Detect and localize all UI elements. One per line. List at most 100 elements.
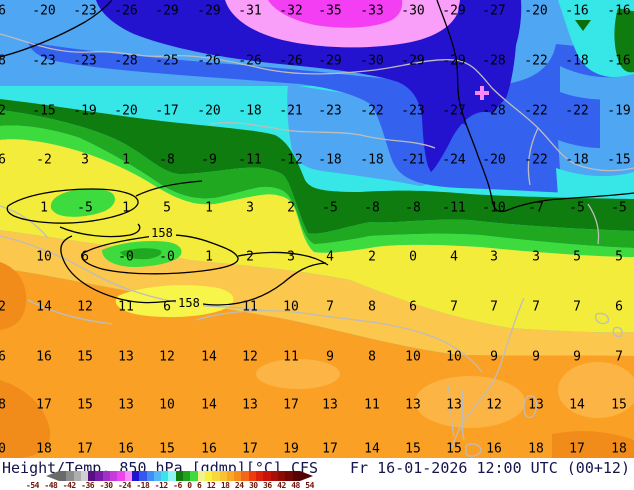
grid-temp-value: 19: [283, 441, 299, 457]
grid-temp-value: 3: [287, 249, 295, 265]
grid-temp-value: 11: [364, 397, 380, 413]
grid-temp-value: -28: [482, 53, 506, 69]
grid-temp-value: 9: [326, 349, 334, 365]
grid-temp-value: 17: [77, 441, 93, 457]
grid-temp-value: 4: [326, 249, 334, 265]
grid-temp-value: 14: [569, 397, 585, 413]
grid-temp-value: 6: [409, 299, 417, 315]
legend-color-cell: [95, 471, 103, 481]
grid-temp-value: -5: [77, 200, 93, 216]
grid-temp-value: -11: [238, 152, 262, 168]
blob-darkorange-bottomright: [552, 431, 634, 458]
grid-temp-value: -23: [32, 53, 56, 69]
legend-color-cell: [59, 471, 67, 481]
grid-temp-value: 16: [118, 441, 134, 457]
grid-temp-value: 14: [201, 349, 217, 365]
grid-temp-value: 2: [0, 299, 6, 315]
grid-temp-value: -22: [524, 53, 548, 69]
grid-temp-value: -8: [159, 152, 175, 168]
color-scale-right-arrow-icon: [299, 471, 313, 481]
grid-temp-value: 13: [322, 397, 338, 413]
grid-temp-value: 12: [242, 349, 258, 365]
legend-tick-label: 0: [187, 481, 192, 490]
grid-temp-value: -20: [524, 3, 548, 19]
grid-temp-value: 18: [611, 441, 627, 457]
grid-temp-value: 7: [573, 299, 581, 315]
grid-temp-value: -18: [318, 152, 342, 168]
grid-temp-value: 1: [122, 152, 130, 168]
legend-color-cell: [175, 471, 184, 481]
grid-temp-value: 15: [405, 441, 421, 457]
band-lightblue-right-strip: [560, 66, 634, 100]
grid-temp-value: 18: [36, 441, 52, 457]
band-navy-tongue: [428, 0, 521, 172]
grid-temp-value: -5: [322, 200, 338, 216]
grid-temp-value: -20: [197, 103, 221, 119]
grid-temp-value: -25: [155, 53, 179, 69]
grid-temp-value: -30: [360, 53, 384, 69]
legend-color-cell: [197, 471, 205, 481]
grid-temp-value: -18: [565, 53, 589, 69]
grid-temp-value: -2: [36, 152, 52, 168]
grid-temp-value: 5: [573, 249, 581, 265]
grid-temp-value: -8: [364, 200, 380, 216]
grid-temp-value: 7: [326, 299, 334, 315]
grid-temp-value: -20: [114, 103, 138, 119]
grid-temp-value: 6: [0, 152, 6, 168]
footer-bar: Height/Temp. 850 hPa [gdmp][°C] CFS Fr 1…: [0, 458, 634, 490]
grid-temp-value: -24: [442, 152, 466, 168]
grid-temp-value: 9: [532, 349, 540, 365]
legend-color-cell: [204, 471, 213, 481]
grid-temp-value: -22: [524, 103, 548, 119]
grid-temp-value: 1: [205, 249, 213, 265]
grid-temp-value: 6: [0, 3, 6, 19]
grid-temp-value: 14: [36, 299, 52, 315]
grid-temp-value: 5: [163, 200, 171, 216]
grid-temp-value: 8: [368, 299, 376, 315]
grid-temp-value: -23: [73, 53, 97, 69]
grid-temp-value: 17: [242, 441, 258, 457]
grid-temp-value: 3: [246, 200, 254, 216]
grid-temp-value: -20: [482, 152, 506, 168]
legend-color-cell: [66, 471, 74, 481]
grid-temp-value: -29: [442, 53, 466, 69]
color-scale-labels: -54 -48 -42 -36 -30 -24 -18 -12 -6 0 6 12 18 24 30 36 42…: [26, 481, 314, 490]
grid-temp-value: 3: [490, 249, 498, 265]
band-lightblue-right-strip2: [558, 140, 634, 178]
legend-tick-label: -42: [62, 481, 76, 490]
map-datetime: Fr 16-01-2026 12:00 UTC (00+12): [350, 459, 630, 477]
grid-temp-value: -22: [565, 103, 589, 119]
legend-color-cell: [248, 471, 257, 481]
grid-temp-value: 1: [40, 200, 48, 216]
legend-color-cell: [285, 471, 293, 481]
grid-temp-value: -12: [279, 152, 303, 168]
grid-temp-value: 16: [36, 349, 52, 365]
legend-tick-label: -12: [154, 481, 168, 490]
legend-tick-label: -6: [173, 481, 182, 490]
legend-tick-label: -48: [44, 481, 58, 490]
grid-temp-value: -27: [482, 3, 506, 19]
grid-temp-value: -29: [197, 3, 221, 19]
grid-temp-value: 10: [405, 349, 421, 365]
grid-temp-value: -15: [607, 152, 631, 168]
grid-temp-value: 13: [242, 397, 258, 413]
grid-temp-value: -23: [401, 103, 425, 119]
grid-temp-value: 3: [532, 249, 540, 265]
grid-temp-value: -0: [159, 249, 175, 265]
grid-temp-value: 15: [611, 397, 627, 413]
band-yellow: [0, 139, 634, 333]
color-scale-bar: [46, 471, 313, 481]
grid-temp-value: -29: [401, 53, 425, 69]
color-scale-left-arrow-icon: [46, 471, 59, 481]
grid-temp-value: 16: [201, 441, 217, 457]
grid-temp-value: 14: [201, 397, 217, 413]
grid-temp-value: -19: [73, 103, 97, 119]
grid-temp-value: 8: [368, 349, 376, 365]
grid-temp-value: 12: [486, 397, 502, 413]
band-navy: [96, 0, 522, 172]
grid-temp-value: 4: [450, 249, 458, 265]
grid-temp-value: -22: [360, 103, 384, 119]
legend-color-cell: [117, 471, 125, 481]
legend-color-cell: [168, 471, 176, 481]
grid-temp-value: -7: [528, 200, 544, 216]
